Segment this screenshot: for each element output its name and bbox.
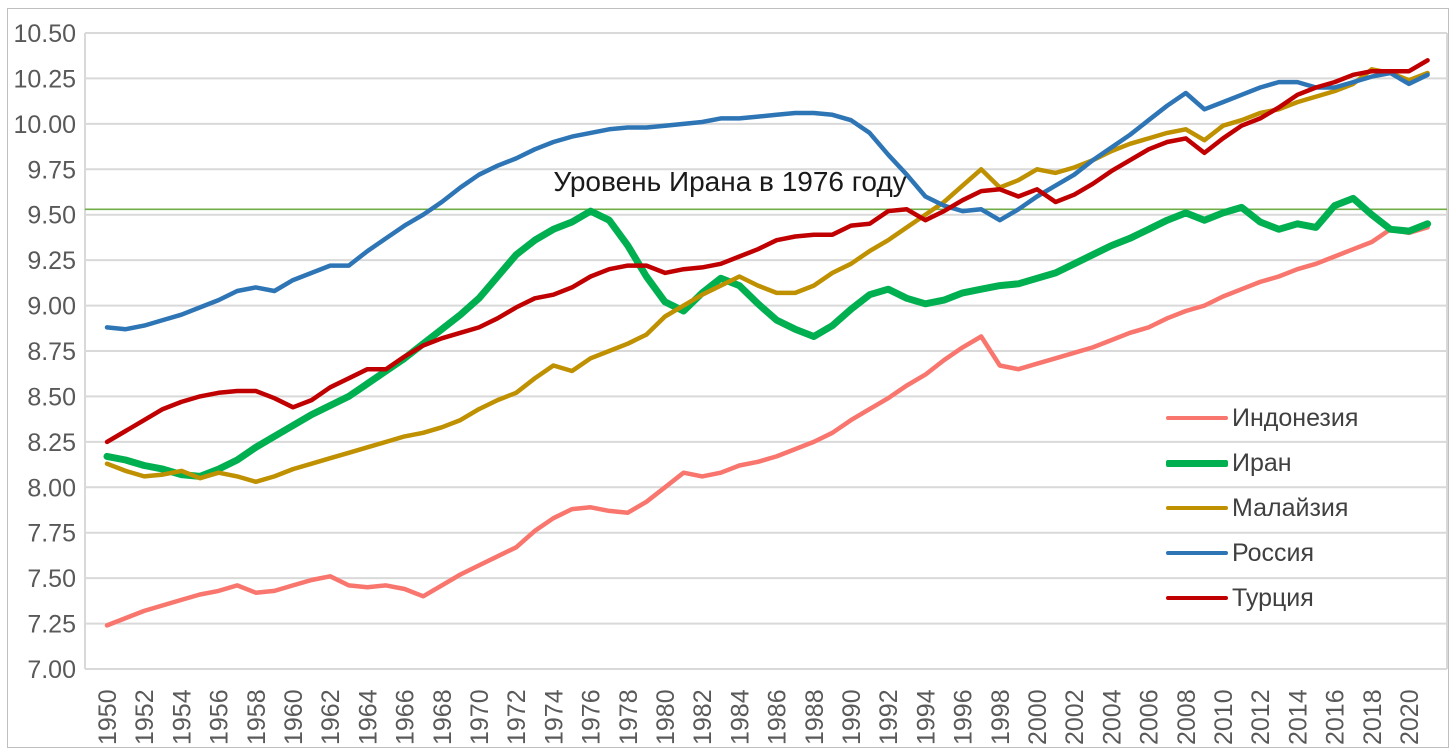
x-tick-label: 1986 — [764, 689, 792, 745]
y-tick-label: 8.00 — [27, 474, 76, 502]
series-line-Индонезия — [104, 225, 1430, 628]
x-tick-label: 1950 — [94, 689, 122, 745]
x-tick-label: 1974 — [540, 689, 568, 745]
y-tick-label: 8.50 — [27, 383, 76, 411]
y-tick-label: 7.25 — [27, 611, 76, 639]
legend-item: Россия — [1160, 535, 1369, 571]
y-tick-label: 7.50 — [27, 565, 76, 593]
x-tick-label: 1972 — [503, 689, 531, 745]
x-tick-label: 1956 — [206, 689, 234, 745]
legend-item-label: Россия — [1232, 538, 1314, 567]
legend-item-label: Малайзия — [1232, 493, 1349, 522]
x-tick-label: 2008 — [1173, 689, 1201, 745]
x-tick-label: 2018 — [1359, 689, 1387, 745]
x-tick-label: 1960 — [280, 689, 308, 745]
x-tick-label: 2016 — [1322, 689, 1350, 745]
legend-item-label: Индонезия — [1232, 403, 1359, 432]
x-tick-label: 1996 — [950, 689, 978, 745]
legend-item: Иран — [1160, 445, 1369, 481]
x-tick-label: 1994 — [912, 689, 940, 745]
legend-item: Малайзия — [1160, 490, 1369, 526]
y-tick-label: 7.00 — [27, 656, 76, 684]
y-tick-label: 9.75 — [27, 156, 76, 184]
legend-item-label: Турция — [1232, 583, 1314, 612]
x-tick-label: 1964 — [354, 689, 382, 745]
legend-line-swatch — [1166, 416, 1228, 420]
y-tick-label: 10.25 — [13, 65, 76, 93]
y-tick-label: 9.00 — [27, 293, 76, 321]
x-tick-label: 2002 — [1061, 689, 1089, 745]
x-tick-label: 2010 — [1210, 689, 1238, 745]
x-tick-label: 1970 — [466, 689, 494, 745]
legend-line-swatch — [1166, 596, 1228, 600]
x-tick-label: 2006 — [1136, 689, 1164, 745]
x-tick-label: 1968 — [429, 689, 457, 745]
y-tick-label: 8.75 — [27, 338, 76, 366]
y-tick-label: 7.75 — [27, 520, 76, 548]
x-tick-label: 1988 — [801, 689, 829, 745]
x-tick-label: 1952 — [131, 689, 159, 745]
y-tick-label: 9.50 — [27, 202, 76, 230]
x-tick-label: 1982 — [689, 689, 717, 745]
y-tick-label: 10.00 — [13, 111, 76, 139]
y-tick-label: 10.50 — [13, 20, 76, 48]
x-tick-label: 1978 — [615, 689, 643, 745]
legend-line-swatch — [1166, 551, 1228, 555]
x-tick-label: 2000 — [1024, 689, 1052, 745]
x-tick-label: 1976 — [578, 689, 606, 745]
x-tick-label: 2012 — [1247, 689, 1275, 745]
legend-item: Индонезия — [1160, 400, 1369, 436]
legend-item: Турция — [1160, 580, 1369, 616]
x-tick-label: 1984 — [726, 689, 754, 745]
x-tick-label: 1954 — [168, 689, 196, 745]
iran-1976-annotation-label: Уровень Ирана в 1976 году — [553, 166, 907, 197]
x-tick-label: 2020 — [1396, 689, 1424, 745]
legend-item-label: Иран — [1232, 448, 1292, 477]
x-tick-label: 1998 — [987, 689, 1015, 745]
legend-line-swatch — [1166, 506, 1228, 510]
y-tick-label: 9.25 — [27, 247, 76, 275]
x-tick-label: 1992 — [875, 689, 903, 745]
x-tick-label: 1958 — [243, 689, 271, 745]
y-tick-label: 8.25 — [27, 429, 76, 457]
x-tick-label: 2014 — [1284, 689, 1312, 745]
series-line-Иран — [103, 194, 1432, 480]
x-tick-label: 1980 — [652, 689, 680, 745]
legend-line-swatch — [1166, 459, 1228, 467]
x-tick-label: 1990 — [838, 689, 866, 745]
series-line-Россия — [104, 70, 1430, 332]
x-tick-label: 1962 — [317, 689, 345, 745]
legend: Индонезия Иран Малайзия Россия Турция — [1160, 400, 1369, 625]
series-line-Турция — [104, 58, 1430, 445]
x-tick-label: 2004 — [1098, 689, 1126, 745]
series-line-Малайзия — [104, 67, 1430, 485]
x-tick-label: 1966 — [392, 689, 420, 745]
